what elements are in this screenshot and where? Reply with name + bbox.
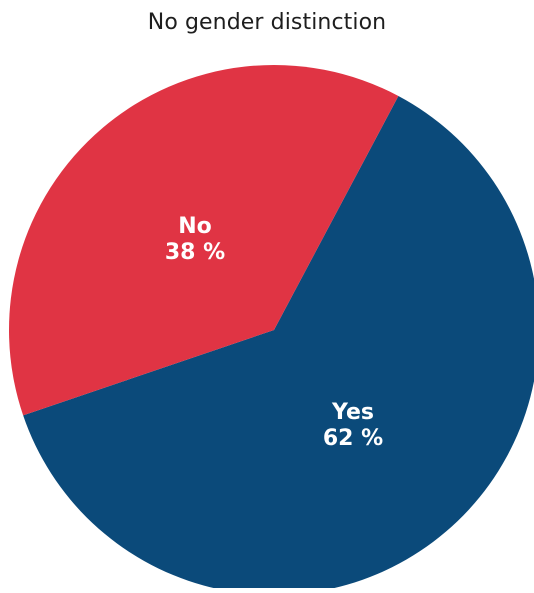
slice-value-no: 38 % [165, 240, 225, 265]
slice-label-no: No [178, 214, 212, 239]
chart-title: No gender distinction [147, 10, 387, 35]
slice-label-yes: Yes [331, 400, 374, 425]
pie-slice-yes [23, 96, 534, 593]
slice-value-yes: 62 % [323, 426, 383, 451]
pie-slice-no [9, 65, 399, 416]
